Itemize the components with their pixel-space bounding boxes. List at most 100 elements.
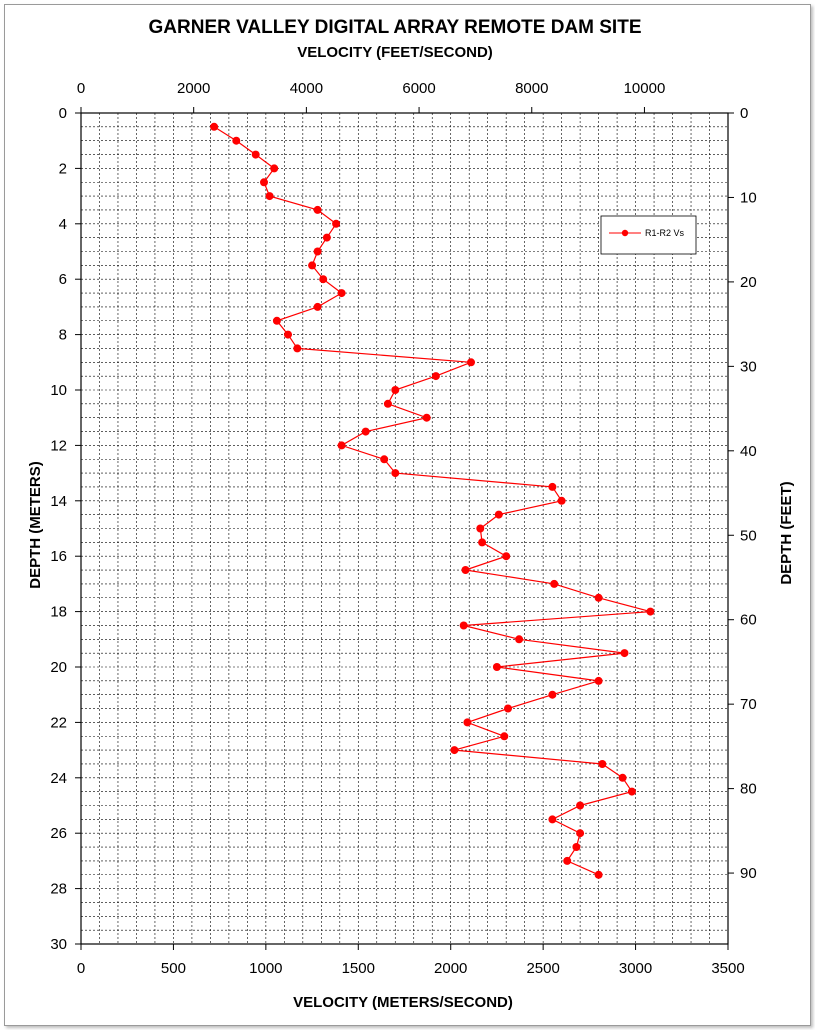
data-point <box>380 455 389 464</box>
left-axis-title: DEPTH (METERS) <box>27 461 44 589</box>
data-point <box>461 566 470 574</box>
y-tick-label: 24 <box>50 770 67 787</box>
data-point <box>620 649 629 658</box>
y-tick-label: 26 <box>50 825 67 842</box>
legend: R1-R2 Vs <box>600 215 697 255</box>
y-tick-label: 4 <box>59 216 67 233</box>
data-point <box>576 801 585 810</box>
data-point <box>627 787 636 796</box>
data-point <box>422 413 431 422</box>
data-point <box>322 233 331 242</box>
data-point <box>319 275 328 284</box>
data-point <box>563 856 572 865</box>
legend-box <box>600 215 697 255</box>
data-point <box>467 358 475 367</box>
data-point <box>504 704 512 713</box>
y-tick-label: 6 <box>59 271 67 288</box>
y2-tick-label: 10 <box>740 189 757 206</box>
chart-frame: 0 500 1000 1500 2000 2500 3000 3500 0 2000 4000 600… <box>4 4 811 1026</box>
y-tick-label: 30 <box>50 936 67 953</box>
x2-tick-label: 0 <box>77 80 85 97</box>
legend-marker <box>621 229 629 237</box>
data-point <box>337 289 346 298</box>
data-point <box>313 247 322 256</box>
y2-tick-label: 80 <box>740 781 757 798</box>
data-point <box>308 261 317 270</box>
x-tick-label: 1500 <box>342 960 375 977</box>
data-point <box>391 386 400 394</box>
x2-tick-label: 4000 <box>290 80 323 97</box>
x2-tick-label: 2000 <box>177 80 210 97</box>
data-point <box>450 746 459 755</box>
y-tick-label: 20 <box>50 659 67 676</box>
y-tick-label: 22 <box>50 714 67 731</box>
x-tick-label: 0 <box>77 960 85 977</box>
y-tick-label: 28 <box>50 881 67 898</box>
x-tick-label: 2500 <box>526 960 559 977</box>
x2-tick-label: 6000 <box>402 80 435 97</box>
y-tick-label: 18 <box>50 604 67 621</box>
y-tick-label: 16 <box>50 548 67 565</box>
chart-title: GARNER VALLEY DIGITAL ARRAY REMOTE DAM S… <box>149 17 642 38</box>
plot-border <box>80 112 729 945</box>
data-point <box>557 496 566 505</box>
data-point <box>494 510 503 519</box>
bottom-axis-title: VELOCITY (METERS/SECOND) <box>293 994 513 1011</box>
x-tick-label: 3000 <box>619 960 652 977</box>
data-point <box>260 178 268 187</box>
data-point <box>618 773 627 782</box>
y2-tick-label: 0 <box>740 105 748 122</box>
y-tick-label: 10 <box>50 382 67 399</box>
data-point <box>313 302 322 311</box>
top-axis-title: VELOCITY (FEET/SECOND) <box>297 44 493 61</box>
data-point <box>361 427 370 436</box>
data-point <box>515 635 524 644</box>
data-point <box>332 219 341 228</box>
data-point <box>548 815 557 824</box>
right-axis-title: DEPTH (FEET) <box>778 481 795 584</box>
data-point <box>576 829 585 838</box>
y2-tick-label: 30 <box>740 358 757 375</box>
y-tick-label: 8 <box>59 327 67 344</box>
data-point <box>478 538 487 547</box>
grid-lines <box>81 113 728 944</box>
data-point <box>251 150 260 159</box>
data-point <box>391 469 400 478</box>
data-point <box>550 579 559 588</box>
y-tick-label: 14 <box>50 493 67 510</box>
y2-tick-label: 90 <box>740 865 757 882</box>
data-point <box>293 344 302 353</box>
data-point <box>598 760 607 768</box>
data-point <box>210 122 219 131</box>
data-point <box>337 441 346 450</box>
y2-tick-label: 60 <box>740 612 757 629</box>
y-tick-label: 2 <box>59 160 67 177</box>
data-point <box>594 870 603 879</box>
data-point <box>459 621 468 630</box>
data-point <box>463 718 472 727</box>
y-tick-label: 12 <box>50 437 67 454</box>
data-point <box>270 164 279 173</box>
data-point <box>502 552 511 561</box>
y2-tick-label: 70 <box>740 696 757 713</box>
data-point <box>492 663 501 671</box>
y2-tick-label: 40 <box>740 443 757 460</box>
data-point <box>476 524 485 533</box>
data-point <box>572 843 581 851</box>
data-point <box>272 316 281 325</box>
x-tick-label: 2000 <box>434 960 467 977</box>
data-point <box>265 192 274 201</box>
data-point <box>646 607 655 616</box>
x-tick-label: 3500 <box>711 960 744 977</box>
data-point <box>548 690 557 699</box>
y-tick-label: 0 <box>59 105 67 122</box>
series-layer <box>210 122 655 879</box>
y2-tick-label: 20 <box>740 274 757 291</box>
data-point <box>594 593 603 602</box>
x-tick-label: 500 <box>161 960 186 977</box>
data-point <box>594 676 603 685</box>
data-point <box>431 372 440 381</box>
data-point <box>313 205 322 214</box>
